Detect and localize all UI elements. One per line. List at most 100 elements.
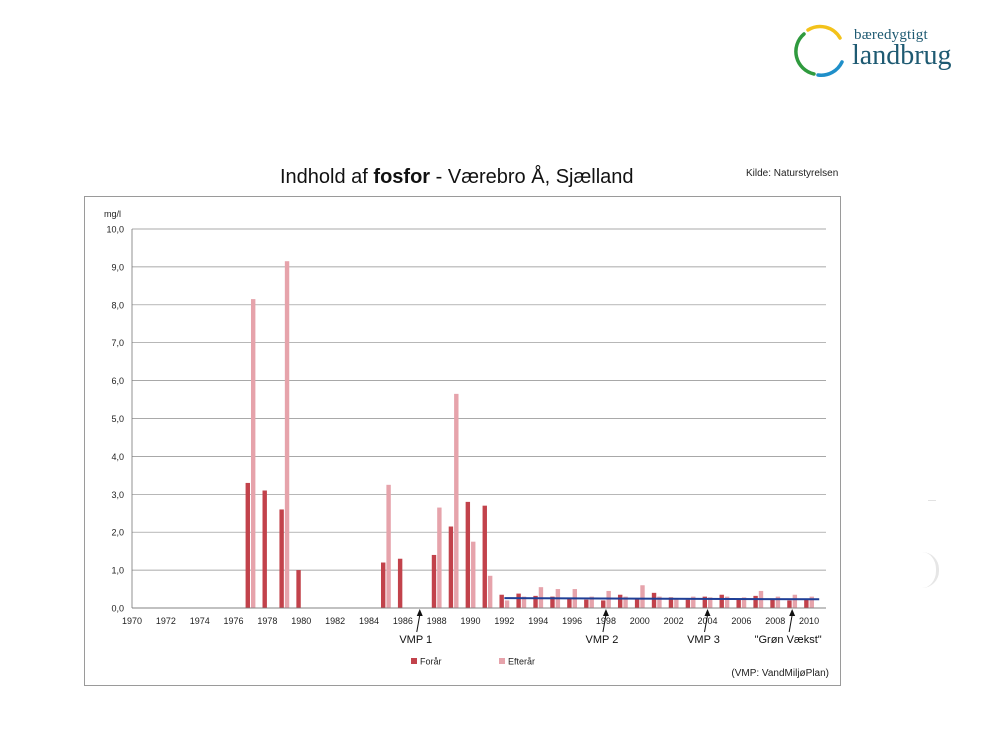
x-tick-label: 2004 [697,616,717,626]
y-axis-label: mg/l [104,209,121,219]
y-tick-label: 3,0 [111,490,124,500]
x-tick-label: 1984 [359,616,379,626]
source-label: Kilde: Naturstyrelsen [746,168,839,179]
bar-autumn [809,596,814,608]
bar-spring [262,490,267,608]
chart-frame: 0,0 1,0 2,0 3,0 4,0 5,0 6,0 7,0 8,0 9,0 10,0 mg/l 19… [84,196,841,686]
bar-spring [516,593,521,608]
bar-spring [634,598,640,608]
bar-spring [719,594,724,608]
bar-autumn [504,600,510,608]
x-tick-label: 1978 [257,616,277,626]
y-tick-label: 8,0 [111,300,124,310]
y-tick-label: 2,0 [111,528,124,538]
bar-autumn [250,299,256,608]
bar-autumn [623,596,628,608]
bar-spring [397,558,403,608]
bar-autumn [437,507,442,608]
bar-autumn [741,597,747,608]
bar-spring [753,595,758,608]
bar-spring [804,598,809,608]
x-tick-label: 2006 [731,616,751,626]
bar-spring [279,509,284,608]
annotation-arrowhead [416,609,423,616]
bar-spring [702,596,708,608]
bar-spring [381,562,386,608]
bar-autumn [284,261,290,608]
bar-spring [567,598,572,608]
bar-spring [601,600,606,608]
chart-header: Indhold af fosfor - Værebro Å, Sjælland … [230,162,850,192]
x-tick-label: 1996 [562,616,582,626]
bar-spring [736,598,741,608]
annotation-label: VMP 1 [399,634,432,646]
y-tick-label: 7,0 [111,338,124,348]
y-tick-label: 0,0 [111,604,124,614]
bar-autumn [724,596,730,608]
bar-spring [685,599,691,608]
x-tick-label: 2002 [664,616,684,626]
y-tick-label: 10,0 [106,225,124,235]
logo: bæredygtigt landbrug [794,22,964,82]
bar-spring [770,598,775,608]
legend-label: Efterår [508,657,535,667]
logo-big-text: landbrug [852,40,952,71]
bar-autumn [775,596,781,608]
bar-autumn [471,541,476,608]
x-tick-label: 2010 [799,616,819,626]
x-tick-label: 1994 [528,616,548,626]
faint-dash [928,500,936,501]
x-tick-label: 1990 [461,616,481,626]
trend-line [504,597,820,601]
y-tick-label: 5,0 [111,414,124,424]
y-tick-label: 1,0 [111,566,124,576]
bar-autumn [454,393,459,608]
annotation-arrowhead [789,609,796,616]
bar-spring [499,594,504,608]
annotation-arrowhead [602,609,609,616]
x-tick-label: 1970 [122,616,142,626]
x-tick-label: 2000 [630,616,650,626]
bar-spring [617,594,623,608]
bar-autumn [640,585,645,608]
x-tick-label: 1988 [427,616,447,626]
faint-mark [922,552,939,588]
bar-spring [465,501,471,608]
bar-autumn [792,594,798,608]
bar-autumn [674,598,679,608]
chart-title: Indhold af fosfor - Værebro Å, Sjælland [280,166,634,189]
bar-autumn [487,575,493,608]
bar-autumn [589,596,594,608]
bar-autumn [386,484,391,608]
chart-canvas: 0,0 1,0 2,0 3,0 4,0 5,0 6,0 7,0 8,0 9,0 10,0 mg/l 19… [104,209,829,679]
bar-spring [431,554,437,608]
bar-autumn [691,596,696,608]
x-tick-label: 1998 [596,616,616,626]
annotation-label: VMP 2 [586,634,619,646]
bar-spring [448,526,454,608]
legend-swatch [499,658,505,664]
bar-spring [550,596,555,608]
annotation-arrowhead [704,609,711,616]
bar-spring [668,597,674,608]
x-tick-label: 1982 [325,616,345,626]
bar-autumn [657,596,662,608]
x-tick-label: 1986 [393,616,413,626]
x-tick-label: 1992 [494,616,514,626]
legend-swatch [411,658,417,664]
annotation-label: VMP 3 [687,634,720,646]
chart-note: (VMP: VandMiljøPlan) [731,668,829,679]
bar-spring [296,570,301,608]
x-tick-label: 1976 [224,616,244,626]
x-tick-label: 1974 [190,616,210,626]
annotation-arrow [704,614,709,633]
bar-spring [651,592,657,608]
bar-spring [245,482,250,608]
annotation-arrow [602,614,607,633]
x-tick-label: 2008 [765,616,785,626]
annotation-arrow [416,614,421,633]
y-tick-label: 6,0 [111,376,124,386]
legend-label: Forår [420,657,442,667]
bar-autumn [708,597,713,608]
annotation-label: "Grøn Vækst" [755,634,822,646]
